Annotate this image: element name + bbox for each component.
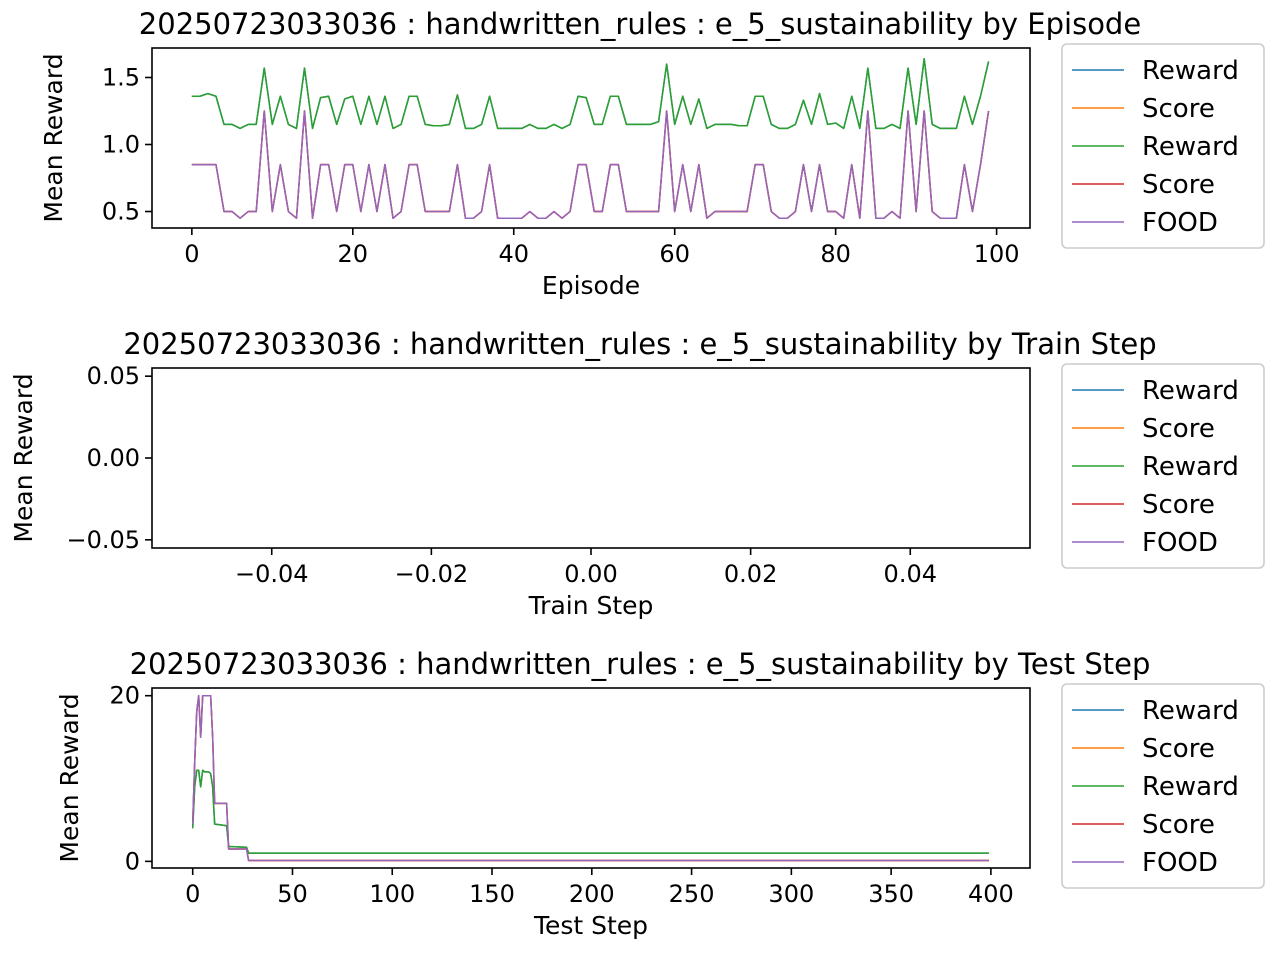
test-step-plot: 20250723033036 : handwritten_rules : e_5… [55,647,1265,940]
y-tick-label: 0.00 [87,444,140,472]
episode-plot-xlabel: Episode [542,271,640,300]
series-line-reward-2 [191,57,990,130]
y-tick-label: 0.05 [87,362,140,390]
y-tick-label: 0 [125,847,140,875]
y-tick-label: 1.5 [102,63,140,91]
legend: Reward Score Reward Score FOOD [1061,43,1265,249]
axes-frame [151,687,1031,869]
x-tick-label: −0.04 [235,560,309,588]
series-line-reward-0 [191,769,989,854]
test-step-plot-ylabel: Mean Reward [55,693,84,862]
legend-label: Reward [1142,696,1239,726]
x-tick-label: −0.02 [395,560,469,588]
x-tick-label: 0.02 [724,560,777,588]
x-tick-label: 100 [369,880,415,908]
legend-label: Score [1142,94,1215,124]
train-step-plot-title: 20250723033036 : handwritten_rules : e_5… [123,327,1156,361]
x-tick-label: 50 [277,880,308,908]
x-tick-label: 60 [659,240,690,268]
x-tick-label: 20 [338,240,369,268]
axes-frame [151,367,1031,549]
episode-plot-title: 20250723033036 : handwritten_rules : e_5… [139,7,1141,41]
x-tick-label: 400 [968,880,1014,908]
series-line-score-1 [191,694,989,862]
legend-label: Score [1142,170,1215,200]
legend-box [1061,43,1265,249]
x-tick-label: 100 [974,240,1020,268]
train-step-plot-ylabel: Mean Reward [9,373,38,542]
series-lines [191,57,990,219]
x-tick-label: 300 [768,880,814,908]
episode-plot-ylabel: Mean Reward [39,53,68,222]
x-tick-label: 0.04 [884,560,937,588]
x-tick-label: 150 [469,880,515,908]
x-tick-label: 0 [184,240,199,268]
x-tick-label: 0 [185,880,200,908]
episode-plot: 20250723033036 : handwritten_rules : e_5… [39,7,1265,300]
test-step-plot-title: 20250723033036 : handwritten_rules : e_5… [130,647,1151,681]
legend-label: Reward [1142,132,1239,162]
legend-box [1061,363,1265,569]
test-step-plot-xlabel: Test Step [533,911,648,940]
x-tick-label: 80 [820,240,851,268]
legend: Reward Score Reward Score FOOD [1061,683,1265,889]
legend-label: Score [1142,414,1215,444]
legend-label: Score [1142,810,1215,840]
episode-plot-axes: 0 20 40 60 80 100 0.5 1.0 1.5 Reward Score Reward Sc… [102,43,1265,268]
series-lines [191,694,989,862]
series-line-food-4 [191,694,989,862]
series-line-score-3 [191,694,989,862]
legend-label: Reward [1142,56,1239,86]
y-tick-label: 0.5 [102,198,140,226]
legend-label: FOOD [1142,528,1218,558]
legend-label: Reward [1142,452,1239,482]
legend-label: Score [1142,490,1215,520]
y-tick-label: −0.05 [66,526,140,554]
series-line-reward-2 [191,769,989,854]
legend-label: FOOD [1142,848,1218,878]
series-line-food-4 [191,110,990,219]
y-tick-label: 20 [109,682,140,710]
legend: Reward Score Reward Score FOOD [1061,363,1265,569]
train-step-plot: 20250723033036 : handwritten_rules : e_5… [9,327,1265,620]
train-step-plot-xlabel: Train Step [528,591,654,620]
legend-label: Reward [1142,772,1239,802]
x-tick-label: 40 [498,240,529,268]
x-tick-label: 0.00 [564,560,617,588]
legend-label: Score [1142,734,1215,764]
x-tick-label: 250 [669,880,715,908]
legend-box [1061,683,1265,889]
train-step-plot-axes: −0.04 −0.02 0.00 0.02 0.04 −0.05 0.00 0.05 Rewar… [66,362,1265,588]
legend-label: Reward [1142,376,1239,406]
y-tick-label: 1.0 [102,131,140,159]
legend-label: FOOD [1142,208,1218,238]
x-tick-label: 200 [569,880,615,908]
x-tick-label: 350 [868,880,914,908]
axes-frame [151,47,1031,229]
test-step-plot-axes: 0 50 100 150 200 250 300 350 400020RewardScoreRe… [109,682,1265,908]
